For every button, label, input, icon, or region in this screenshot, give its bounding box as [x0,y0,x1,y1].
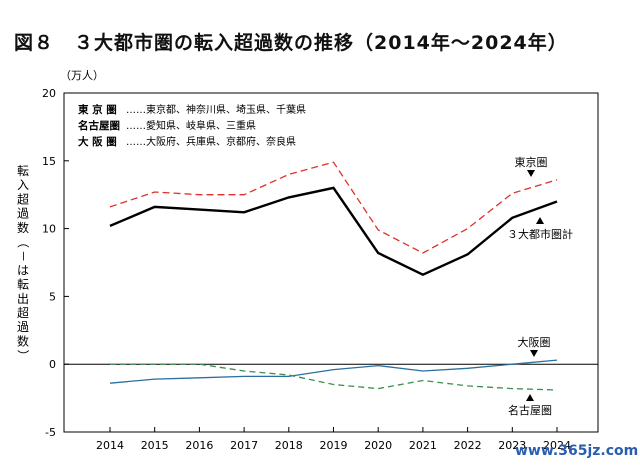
y-axis-label-char: 数 [17,333,29,348]
annotation-tokyo: 東京圏 [515,155,548,169]
y-axis-label-char: は [17,263,29,277]
y-axis-label-char: 出 [17,292,29,306]
y-tick-label: 20 [42,87,56,100]
y-ticks: 20 15 10 5 0 -5 [42,87,69,439]
arrow-down-icon [527,170,535,177]
arrow-up-icon [526,394,534,401]
unit-label: （万人） [60,69,104,82]
x-tick-label: 2020 [364,439,392,452]
x-tick-label: 2015 [141,439,169,452]
legend-label: 名古屋圏 [78,119,120,132]
x-ticks: 2014 2015 2016 2017 2018 2019 2020 2021 2022 2023… [96,427,571,452]
series-line-名古屋圏 [110,363,558,391]
y-axis-label-char: 転 [17,164,29,178]
legend-description: ……東京都、神奈川県、埼玉県、千葉県 [126,103,306,116]
x-tick-label: 2017 [230,439,258,452]
x-tick-label: 2022 [454,439,482,452]
annotation-total: ３大都市圏計 [507,227,573,241]
y-axis-label-char: 入 [17,178,29,192]
y-tick-label: 10 [42,223,56,236]
plot-area-border [63,92,599,433]
y-tick-label: 5 [49,290,56,303]
x-tick-label: 2024 [543,439,571,452]
arrow-down-icon [530,350,538,357]
x-tick-label: 2018 [275,439,303,452]
series-line-大阪圏 [109,359,558,384]
legend-description: ……大阪府、兵庫県、京都府、奈良県 [126,135,296,148]
arrow-up-icon [536,217,544,224]
legend-label: 大 阪 圏 [78,135,117,148]
x-tick-label: 2016 [185,439,213,452]
y-axis-label-char: 数 [17,220,29,235]
y-tick-label: 0 [49,358,56,371]
legend-background [74,99,356,151]
watermark: www.365jz.com [515,443,638,459]
y-axis-label-char: 転 [17,278,29,292]
x-tick-label: 2019 [320,439,348,452]
annotation-osaka: 大阪圏 [518,335,551,349]
legend-label: 東 京 圏 [78,103,117,116]
x-tick-label: 2021 [409,439,437,452]
legend-description: ……愛知県、岐阜県、三重県 [126,119,256,132]
y-axis-label-char: （ [16,236,30,248]
x-tick-label: 2014 [96,439,124,452]
series-layer [109,161,558,391]
y-axis-label-char: － [16,250,30,262]
y-tick-label: -5 [45,426,56,439]
y-axis-label-char: 超 [17,191,29,206]
y-axis-label-char: 超 [17,305,29,320]
y-tick-label: 15 [42,155,56,168]
x-tick-label: 2023 [498,439,526,452]
y-axis-label-char: 過 [17,320,29,334]
chart-title: 図８ ３大都市圏の転入超過数の推移（2014年～2024年） [14,32,568,54]
series-line-東京圏 [109,161,558,254]
y-axis-label-char: 過 [17,207,29,221]
series-line-３大都市圏計 [109,186,558,277]
y-axis-label-char: ） [16,350,30,362]
annotation-nagoya: 名古屋圏 [508,403,552,417]
